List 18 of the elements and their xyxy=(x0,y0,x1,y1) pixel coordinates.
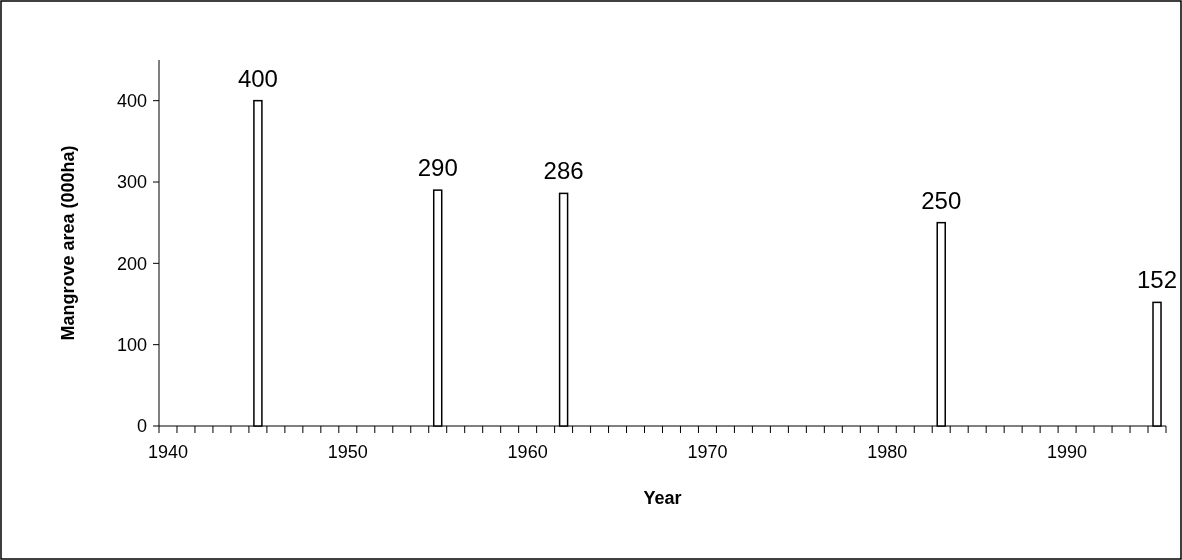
y-tick-label: 0 xyxy=(136,416,147,437)
x-axis-title: Year xyxy=(643,488,682,508)
data-label: 152 xyxy=(1136,266,1178,294)
y-tick-label: 400 xyxy=(116,90,147,111)
x-tick-label: 1970 xyxy=(687,442,728,462)
x-tick-label: 1980 xyxy=(867,442,908,462)
x-tick-label: 1960 xyxy=(507,442,548,462)
y-tick-label: 100 xyxy=(116,334,147,355)
y-axis-title: Mangrove area (000ha) xyxy=(58,145,78,341)
data-label: 400 xyxy=(237,64,278,92)
data-label: 250 xyxy=(921,186,962,214)
y-tick-label: 300 xyxy=(116,172,147,193)
data-label: 290 xyxy=(417,154,458,182)
x-tick-label: 1950 xyxy=(327,442,368,462)
x-tick-label: 1940 xyxy=(147,442,189,462)
x-tick-label: 1990 xyxy=(1047,442,1088,462)
data-label: 286 xyxy=(543,157,584,185)
y-tick-label: 200 xyxy=(116,253,147,274)
